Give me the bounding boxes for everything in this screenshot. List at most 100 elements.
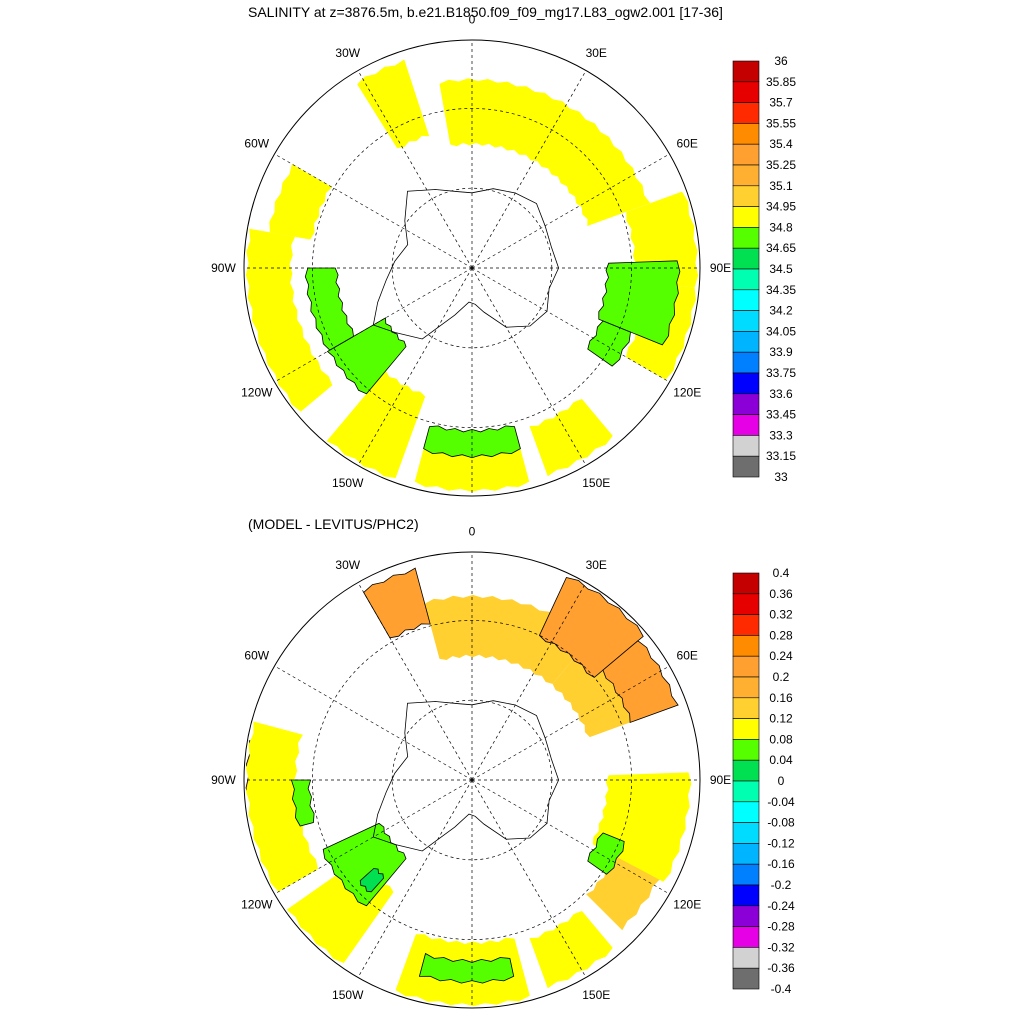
colorbar-tick-label: 0.4	[773, 566, 790, 580]
meridian-line	[357, 70, 473, 269]
longitude-label: 120W	[241, 897, 273, 911]
latitude-circle	[312, 620, 632, 940]
meridian-line	[471, 267, 670, 383]
colorbar-swatch	[732, 351, 760, 374]
colorbar-swatch	[732, 227, 760, 249]
colorbar-swatch	[732, 206, 760, 228]
colorbar-swatch	[732, 268, 760, 291]
colorbar-swatch	[732, 572, 760, 595]
colorbar-swatch	[732, 759, 760, 782]
colorbar-tick-label: 36	[774, 54, 788, 68]
meridian-line	[471, 153, 670, 269]
colorbar-swatch	[732, 801, 760, 823]
longitude-label: 30W	[335, 46, 360, 60]
colorbar-tick-label: 0.2	[773, 670, 790, 684]
salinity-34.8-34.95	[326, 370, 426, 478]
colorbar-swatch	[732, 676, 760, 699]
salinity-34.65-34.8	[598, 260, 681, 346]
colorbar-swatch	[732, 947, 760, 969]
colorbar-tick-label: 33.45	[766, 408, 796, 422]
colorbar-tick-label: -0.28	[767, 920, 795, 934]
colorbar-swatch	[732, 143, 760, 166]
meridian-line	[274, 665, 473, 781]
colorbar-tick-label: 0.04	[769, 753, 793, 767]
colorbar-swatch	[732, 185, 760, 207]
colorbar-tick-label: 0.32	[769, 608, 793, 622]
colorbar-tick-label: -0.2	[771, 878, 792, 892]
colorbar-swatch	[732, 60, 760, 83]
colorbar-tick-label: -0.24	[767, 899, 795, 913]
colorbar-tick-label: 35.4	[769, 137, 793, 151]
colorbar-tick-label: 34.95	[766, 200, 796, 214]
colorbar-tick-label: -0.32	[767, 940, 795, 954]
longitude-label: 150E	[582, 988, 610, 1002]
difference-chart-title: (MODEL - LEVITUS/PHC2)	[248, 516, 419, 532]
colorbar-tick-label: 34.8	[769, 220, 793, 234]
colorbar-swatch	[732, 593, 760, 615]
colorbar-swatch	[732, 435, 760, 457]
salinity-34.8-34.95	[357, 59, 430, 149]
colorbar-swatch	[732, 926, 760, 948]
salinity-34.65-34.8	[326, 317, 407, 395]
salinity-map: 0 30E 60E 90E 120E 150E 180 150W 120W 90W 60W 30W 36…	[211, 12, 796, 512]
colorbar-tick-label: 33.9	[769, 345, 793, 359]
colorbar-swatch	[732, 739, 760, 761]
longitude-label: 90E	[710, 773, 731, 787]
colorbar-tick-label: 34.05	[766, 324, 796, 338]
longitude-label: 30W	[335, 558, 360, 572]
longitude-label: 120W	[241, 385, 273, 399]
antarctica-coastline	[372, 700, 560, 852]
colorbar-tick-label: 0	[778, 774, 785, 788]
meridian-line	[471, 70, 587, 269]
colorbar-tick-label: 0.24	[769, 649, 793, 663]
longitude-label: 150W	[332, 476, 364, 490]
colorbar-tick-label: -0.4	[771, 982, 792, 996]
difference-map: 0 30E 60E 90E 120E 150E 180 150W 120W 90W 60W 30W 0.…	[211, 524, 795, 1024]
colorbar-swatch	[732, 372, 760, 395]
longitude-label: 60E	[677, 649, 698, 663]
difference-0.08-0.12	[529, 911, 613, 989]
difference-0.04-0.08	[290, 779, 315, 827]
colorbar-tick-label: 34.35	[766, 283, 796, 297]
colorbar-tick-label: -0.36	[767, 961, 795, 975]
antarctica-coastline	[372, 188, 560, 340]
colorbar-swatch	[732, 81, 760, 103]
colorbar-tick-label: 0.36	[769, 587, 793, 601]
longitude-label: 90E	[710, 261, 731, 275]
difference-0.04-0.08	[418, 952, 515, 984]
meridian-line	[471, 779, 587, 978]
colorbar-tick-label: 34.65	[766, 241, 796, 255]
longitude-label: 150E	[582, 476, 610, 490]
meridian-line	[471, 267, 587, 466]
longitude-label: 0	[469, 12, 476, 26]
difference-0.08-0.12	[246, 721, 318, 892]
colorbar-swatch	[732, 614, 760, 636]
main-chart-title: SALINITY at z=3876.5m, b.e21.B1850.f09_f…	[248, 4, 723, 20]
longitude-label: 90W	[211, 773, 236, 787]
colorbar-tick-label: 35.55	[766, 116, 796, 130]
longitude-label: 30E	[586, 558, 607, 572]
colorbar-tick-label: 33.3	[769, 428, 793, 442]
colorbar-tick-label: 33	[774, 470, 788, 484]
meridian-line	[357, 267, 473, 466]
latitude-circle	[312, 108, 632, 428]
difference-0.04-0.08	[587, 832, 625, 875]
colorbar-tick-label: 35.7	[769, 96, 793, 110]
meridian-line	[274, 267, 473, 383]
colorbar-tick-label: 33.75	[766, 366, 796, 380]
longitude-label: 60E	[677, 137, 698, 151]
meridian-line	[357, 779, 473, 978]
longitude-label: 120E	[673, 897, 701, 911]
salinity-34.8-34.95	[439, 78, 651, 226]
salinity-34.65-34.8	[304, 267, 354, 351]
colorbar-swatch	[732, 822, 760, 844]
colorbar-tick-label: 35.1	[769, 179, 793, 193]
longitude-label: 90W	[211, 261, 236, 275]
meridian-line	[274, 153, 473, 269]
colorbar-swatch	[732, 102, 760, 124]
salinity-34.65-34.8	[423, 425, 521, 459]
colorbar-swatch	[732, 331, 760, 353]
meridian-line	[471, 665, 670, 781]
longitude-label: 120E	[673, 385, 701, 399]
colorbar-tick-label: -0.04	[767, 795, 795, 809]
